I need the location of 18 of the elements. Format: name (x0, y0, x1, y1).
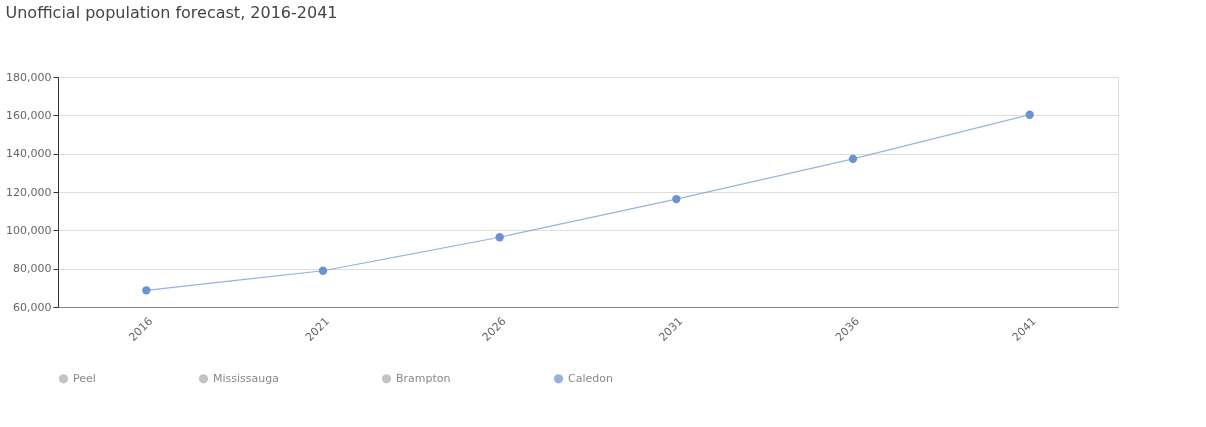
point (1025, 110, 1034, 119)
point (495, 233, 504, 242)
point (672, 194, 681, 204)
y-tick-label: 120,000 (6, 185, 52, 199)
point (142, 286, 151, 295)
y-tick-label: 80,000 (13, 262, 52, 276)
y-tick-label: 180,000 (6, 70, 52, 84)
point (848, 154, 858, 164)
point (318, 266, 328, 275)
y-tick-label: 60,000 (13, 300, 52, 314)
legend-label: Mississauga (213, 371, 279, 385)
chart-title: Unofficial population forecast, 2016-2041 (5, 3, 338, 22)
legend-label: Peel (73, 371, 96, 385)
y-tick-label: 100,000 (6, 223, 52, 237)
legend-label: Caledon (568, 371, 613, 385)
y-tick-label: 140,000 (6, 147, 52, 161)
y-tick-label: 160,000 (6, 108, 52, 122)
legend-label: Brampton (396, 371, 451, 385)
